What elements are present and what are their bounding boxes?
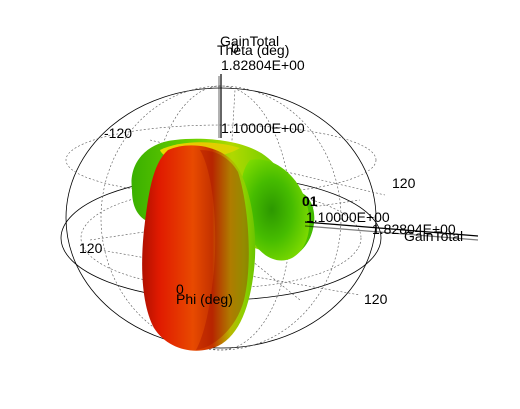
z-ring-value-label: 1.10000E+00	[221, 120, 305, 136]
x-max-value-label: 1.82804E+00	[372, 221, 456, 237]
x-axis-line-shadow	[304, 225, 479, 241]
z-axis-zero-tick: 0	[231, 40, 239, 56]
phi-zero-tick: 0	[176, 281, 184, 297]
tick-label-lower-right: 120	[364, 291, 388, 307]
z-axis-title: GainTotal	[220, 33, 279, 49]
surface-main-lobe-shade	[196, 150, 249, 350]
x-axis-title: GainTotal	[404, 228, 463, 244]
gain-surface	[131, 138, 315, 351]
theta-axis-label: Theta (deg)	[217, 42, 289, 58]
phi-axis-label: Phi (deg)	[176, 291, 233, 307]
tick-label-upper-right: 120	[392, 175, 416, 191]
tick-label-upper-left: -120	[104, 125, 132, 141]
partial-value-label: 01	[302, 193, 318, 209]
surface-main-lobe	[142, 145, 256, 351]
x-axis-line	[304, 221, 479, 237]
surface-right-lobe	[240, 159, 310, 261]
tick-label-lower-left: 120	[79, 240, 103, 256]
x-ring-value-label: 1.10000E+00	[306, 209, 390, 225]
coordinate-axes	[218, 74, 479, 241]
plot-labels: GainTotal Theta (deg) 0 1.82804E+00 1.10…	[79, 33, 463, 307]
z-max-value-label: 1.82804E+00	[221, 57, 305, 73]
